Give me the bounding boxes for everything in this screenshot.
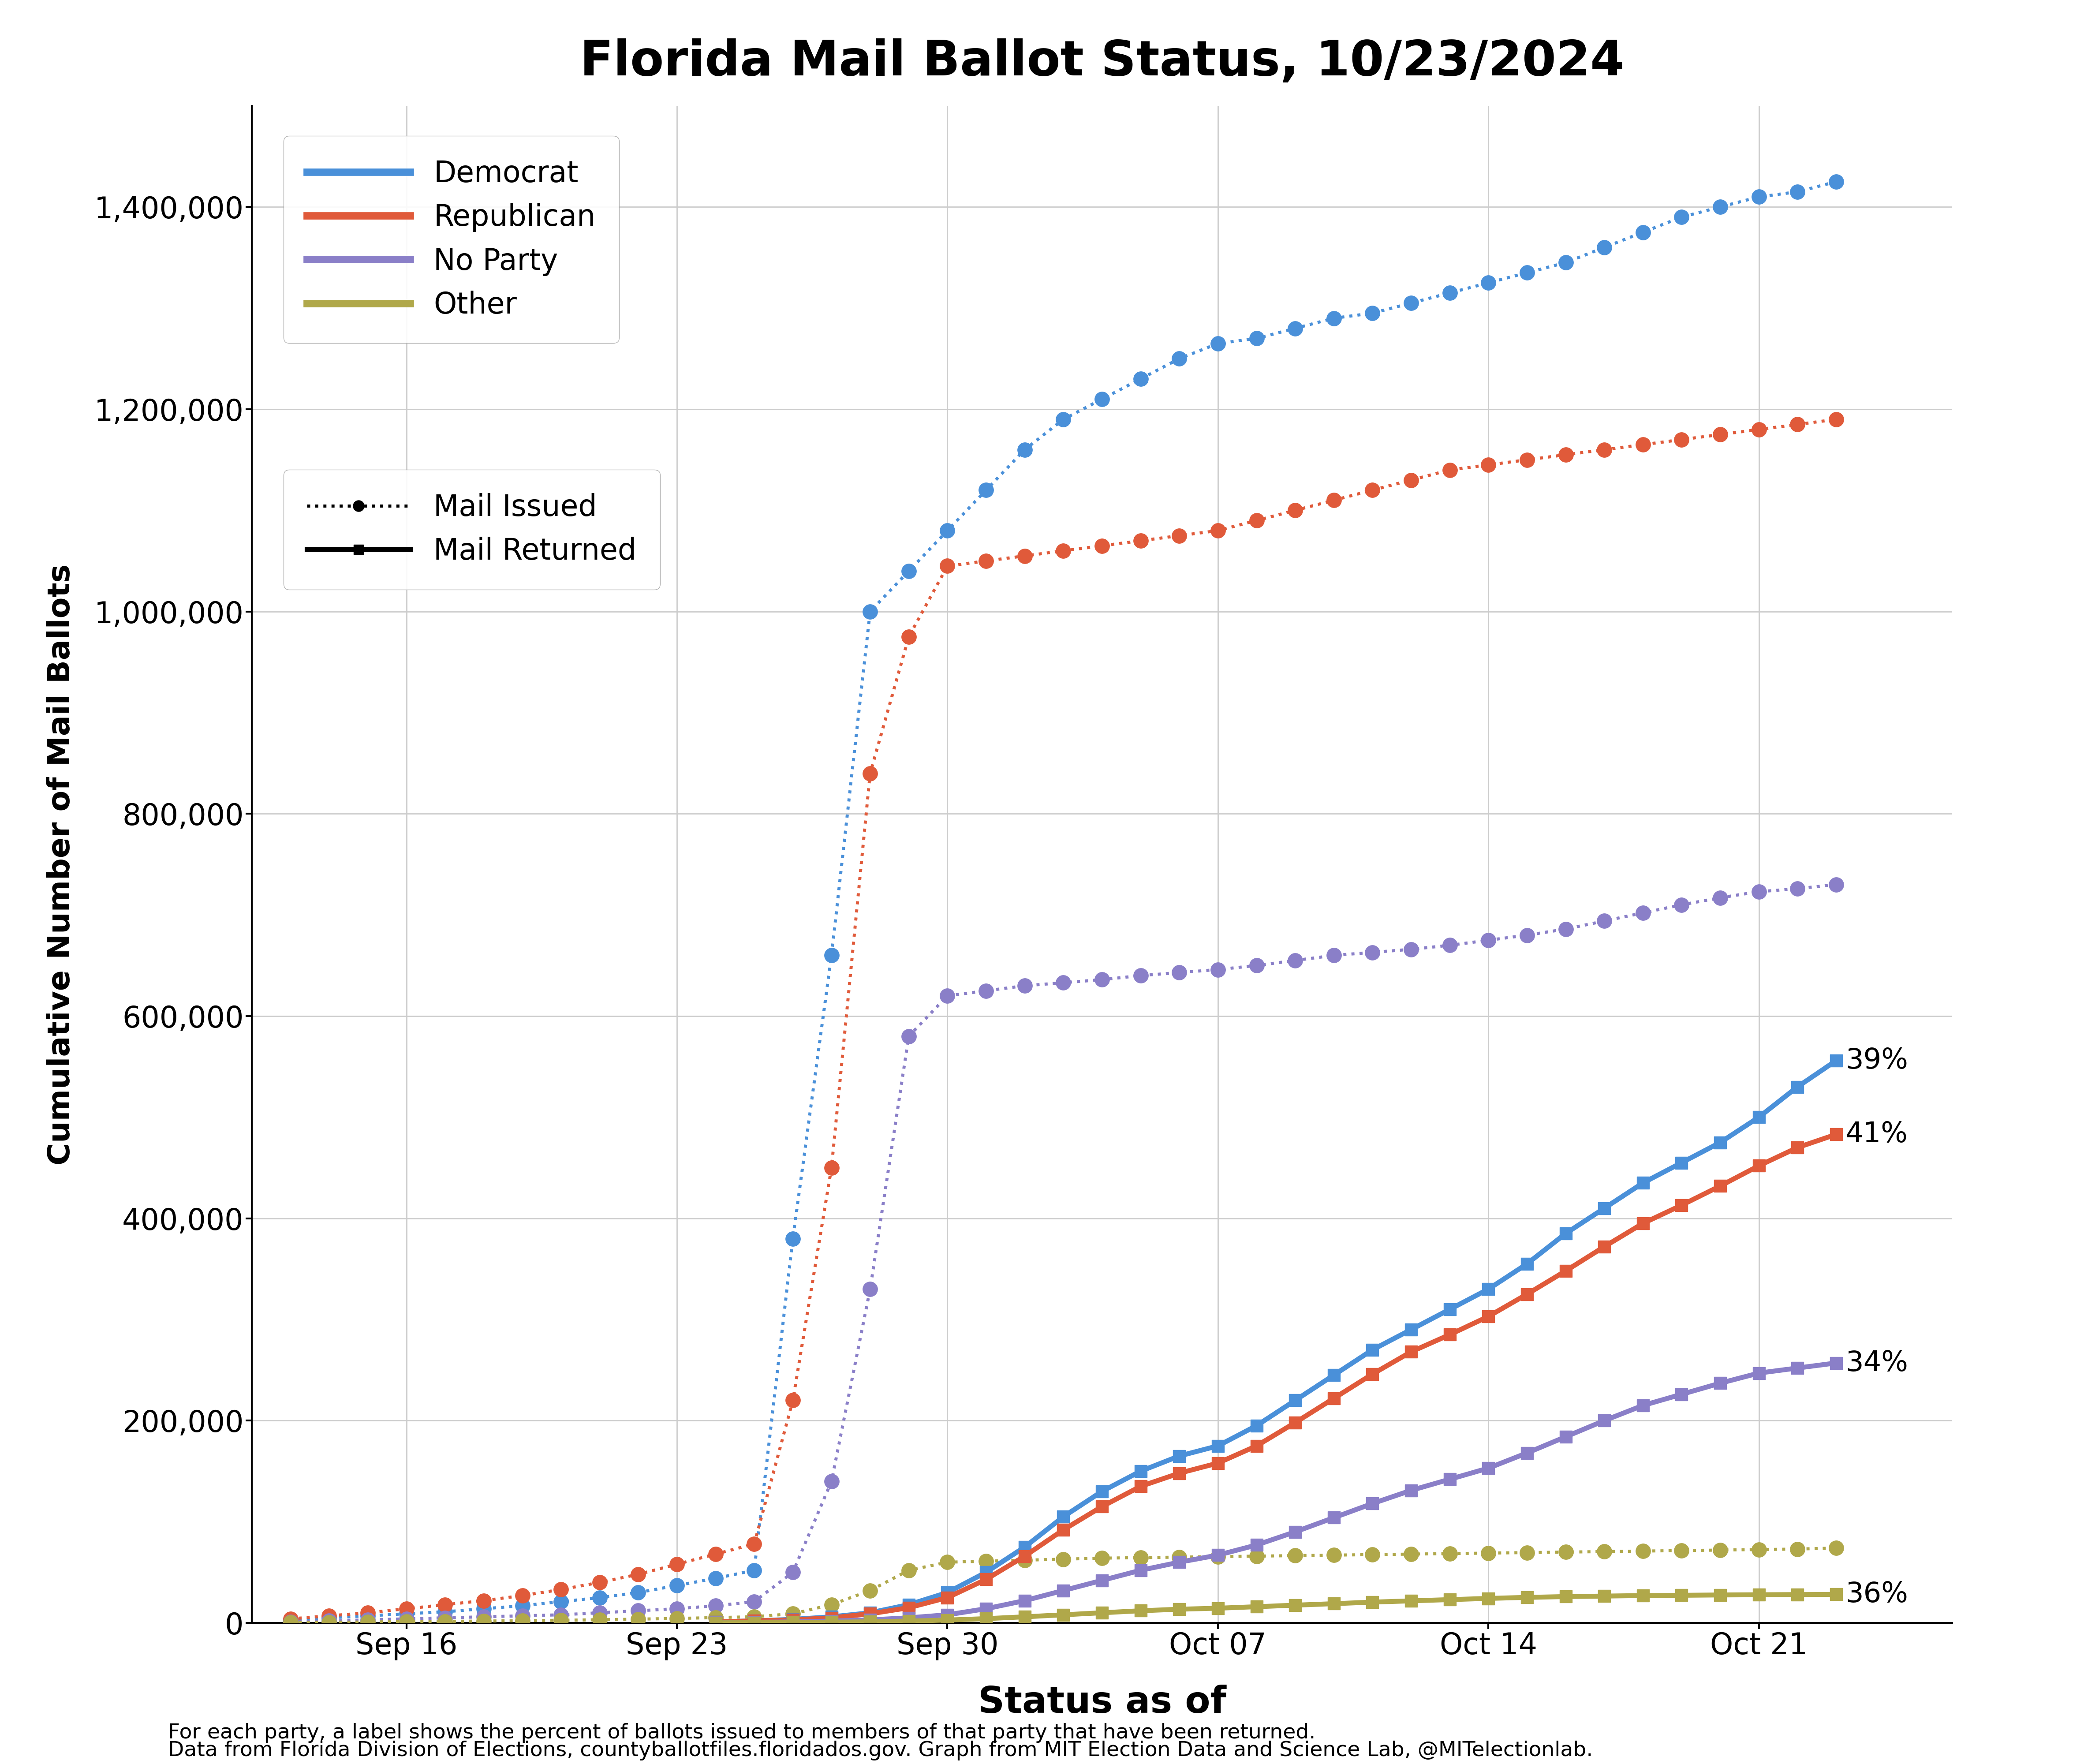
Text: 34%: 34%: [1845, 1349, 1908, 1376]
Text: Data from Florida Division of Elections, countyballotfiles.floridados.gov. Graph: Data from Florida Division of Elections,…: [168, 1741, 1593, 1760]
Y-axis label: Cumulative Number of Mail Ballots: Cumulative Number of Mail Ballots: [46, 564, 76, 1164]
Text: 36%: 36%: [1845, 1581, 1908, 1609]
Legend: Mail Issued, Mail Returned: Mail Issued, Mail Returned: [283, 469, 659, 589]
Title: Florida Mail Ballot Status, 10/23/2024: Florida Mail Ballot Status, 10/23/2024: [579, 39, 1625, 85]
Text: 39%: 39%: [1845, 1046, 1908, 1074]
Text: For each party, a label shows the percent of ballots issued to members of that p: For each party, a label shows the percen…: [168, 1723, 1316, 1743]
X-axis label: Status as of: Status as of: [978, 1685, 1226, 1720]
Text: 41%: 41%: [1845, 1120, 1908, 1148]
